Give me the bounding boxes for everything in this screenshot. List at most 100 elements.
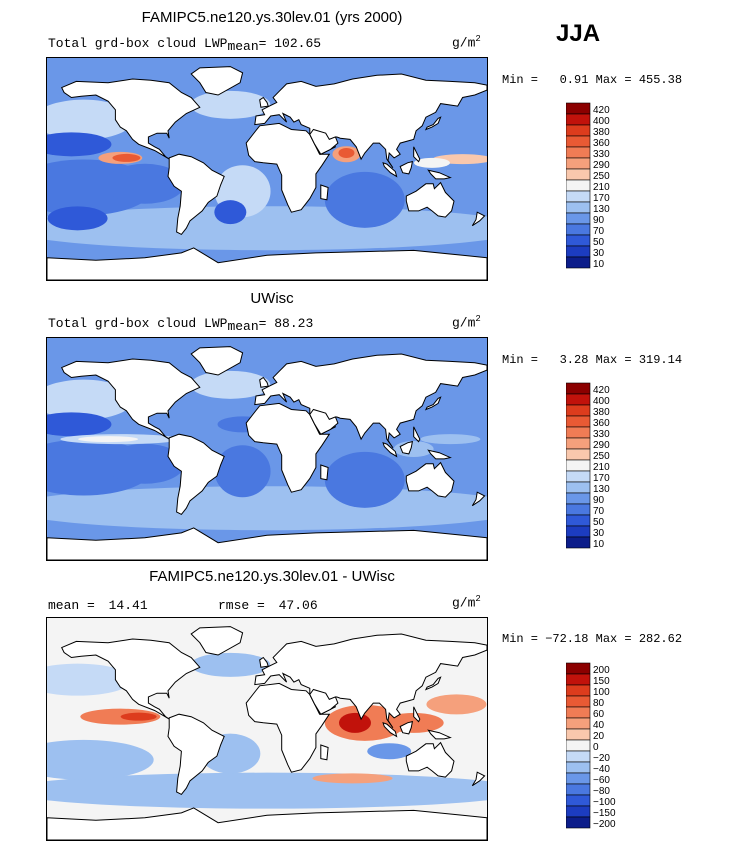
continent-new-guinea xyxy=(427,729,452,740)
colorbar-swatch xyxy=(566,514,591,527)
colorbar-swatch xyxy=(566,706,591,719)
colorbar-swatch xyxy=(566,168,591,181)
colorbar-label: 420 xyxy=(593,385,610,396)
panel3-unit-sup: 2 xyxy=(475,594,481,604)
colorbar-swatch xyxy=(566,794,591,807)
colorbar-swatch xyxy=(566,426,591,439)
panel2-unit-sup: 2 xyxy=(475,314,481,324)
colorbar-swatch xyxy=(566,415,591,428)
colorbar-label: −200 xyxy=(593,819,616,830)
colorbar-label: 380 xyxy=(593,407,610,418)
colorbar-label: 60 xyxy=(593,709,605,720)
continent-japan xyxy=(424,676,442,691)
indian-ocean-low xyxy=(324,171,405,228)
colorbar-label: 290 xyxy=(593,440,610,451)
colorbar-label: 90 xyxy=(593,495,605,506)
colorbar-label: 20 xyxy=(593,731,605,742)
colorbar-label: 170 xyxy=(593,473,610,484)
colorbar-swatch xyxy=(566,481,591,494)
colorbar-swatch xyxy=(566,662,591,675)
panel1-unit-text: g/m xyxy=(452,35,476,51)
south-indian-high xyxy=(312,773,393,784)
colorbar-swatch xyxy=(566,684,591,697)
colorbar-label: −20 xyxy=(593,753,610,764)
colorbar-label: 400 xyxy=(593,116,610,127)
panel2-unit-text: g/m xyxy=(452,315,476,331)
continent-borneo xyxy=(399,440,414,455)
colorbar-swatch xyxy=(566,772,591,785)
colorbar-label: 100 xyxy=(593,687,610,698)
continent-australia xyxy=(405,461,455,498)
panel3-minmax: Min = −72.18 Max = 282.62 xyxy=(502,632,683,646)
colorbar-swatch xyxy=(566,102,591,115)
colorbar-label: 250 xyxy=(593,171,610,182)
panel2-title: UWisc xyxy=(250,290,294,307)
colorbar-swatch xyxy=(566,234,591,247)
colorbar-label: 50 xyxy=(593,237,605,248)
colorbar-swatch xyxy=(566,437,591,450)
panel2-stat-value: = 88.23 xyxy=(258,316,314,331)
north-atlantic-band xyxy=(190,652,271,677)
colorbar-swatch xyxy=(566,146,591,159)
panel3-colorbar-svg: 200150100806040200−20−40−60−80−100−150−2… xyxy=(566,662,616,830)
colorbar-label: 330 xyxy=(593,149,610,160)
continent-arabia xyxy=(309,128,339,155)
continent-australia xyxy=(405,181,455,218)
colorbar-label: 420 xyxy=(593,105,610,116)
panel3-unit: g/m2 xyxy=(452,594,481,610)
colorbar-label: 0 xyxy=(593,742,599,753)
itcz-core xyxy=(78,436,139,443)
colorbar-swatch xyxy=(566,783,591,796)
colorbar-swatch xyxy=(566,470,591,483)
colorbar-label: 360 xyxy=(593,418,610,429)
continent-philippines xyxy=(413,706,421,723)
continent-africa xyxy=(245,122,331,213)
colorbar-label: 30 xyxy=(593,528,605,539)
continent-philippines xyxy=(413,426,421,443)
colorbar-swatch xyxy=(566,124,591,137)
continent-uk xyxy=(259,376,269,388)
continent-japan xyxy=(424,116,442,131)
west-pacific-high xyxy=(426,694,487,715)
colorbar-label: 10 xyxy=(593,539,605,550)
colorbar-label: 10 xyxy=(593,259,605,270)
colorbar-label: 330 xyxy=(593,429,610,440)
itcz-west-pacific xyxy=(420,434,481,445)
colorbar-label: 130 xyxy=(593,204,610,215)
colorbar-swatch xyxy=(566,382,591,395)
panel3-mean-value: 14.41 xyxy=(108,598,148,613)
panel1-stat-text: Total grd-box cloud LWP xyxy=(48,36,228,51)
colorbar-swatch xyxy=(566,190,591,203)
south-pacific-low xyxy=(47,739,154,780)
panel1-minmax: Min = 0.91 Max = 455.38 xyxy=(502,73,683,87)
panel2-stat-sub: mean xyxy=(227,319,259,334)
colorbar-swatch xyxy=(566,750,591,763)
colorbar-swatch xyxy=(566,525,591,538)
colorbar-label: 90 xyxy=(593,215,605,226)
panel2-map xyxy=(46,337,488,561)
continent-borneo xyxy=(399,720,414,735)
continent-madagascar xyxy=(320,464,329,481)
south-atlantic-low xyxy=(214,445,271,498)
colorbar-label: 40 xyxy=(593,720,605,731)
colorbar-swatch xyxy=(566,245,591,258)
panel3-map-svg xyxy=(47,618,487,840)
east-pacific-low xyxy=(104,163,185,204)
panel1-map-svg xyxy=(47,58,487,280)
maritime-continent xyxy=(414,157,450,168)
colorbar-label: 80 xyxy=(593,698,605,709)
colorbar-swatch xyxy=(566,739,591,752)
continent-new-zealand xyxy=(471,211,486,227)
panel1-stat-sub: mean xyxy=(227,39,259,54)
colorbar-swatch xyxy=(566,448,591,461)
colorbar-swatch xyxy=(566,393,591,406)
maritime-high xyxy=(383,712,444,733)
continent-sumatra xyxy=(382,161,398,178)
east-pacific-high xyxy=(80,708,161,725)
north-atlantic-band xyxy=(190,370,271,399)
colorbar-swatch xyxy=(566,717,591,730)
panel1-stat-value: = 102.65 xyxy=(258,36,322,51)
continent-australia xyxy=(405,741,455,778)
panel2-stat: Total grd-box cloud LWPmean= 88.23 xyxy=(48,316,313,334)
colorbar-label: 170 xyxy=(593,193,610,204)
